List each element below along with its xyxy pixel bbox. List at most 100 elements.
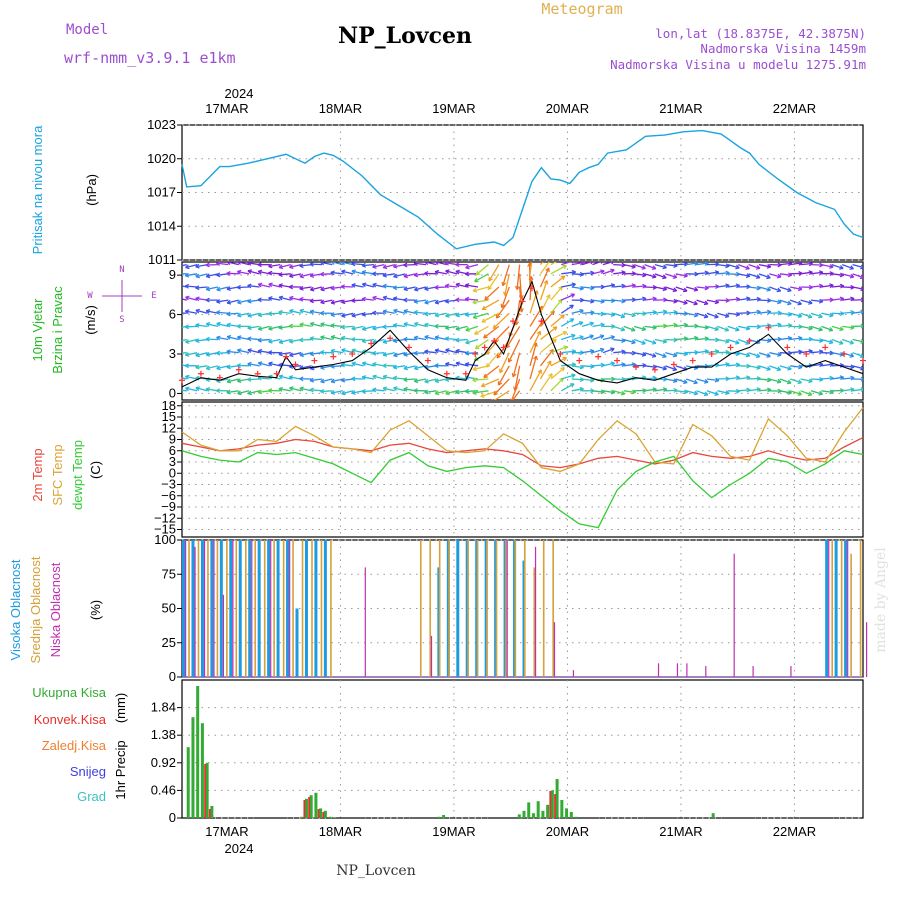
wind-vector: [821, 284, 834, 288]
wind-vector-head: [175, 375, 179, 376]
wind-vector-head: [531, 250, 533, 253]
wind-gust-marker: [491, 337, 498, 344]
wind-vector: [310, 310, 323, 314]
y-tick-label: 1.38: [151, 727, 176, 742]
wind-vector: [602, 299, 615, 302]
wind-vector: [493, 325, 510, 343]
wind-vector: [592, 390, 605, 393]
wind-vector-head: [226, 366, 231, 370]
wind-vector-head: [600, 269, 605, 272]
wind-vector-head: [508, 359, 513, 363]
y-tick-label: 1.84: [151, 700, 176, 715]
wind-vector: [519, 286, 523, 313]
wind-vector: [502, 264, 510, 286]
wind-vector-head: [445, 393, 450, 396]
wind-vector-head: [372, 266, 377, 269]
wind-vector-head: [268, 328, 273, 331]
wind-vector-head: [725, 283, 730, 286]
wind-vector-head: [278, 266, 284, 270]
wind-vector-head: [850, 353, 855, 357]
bottom-day-label: 22MAR: [773, 824, 816, 839]
panel-frame-wind: [181, 261, 864, 401]
wind-vector-head: [590, 298, 595, 303]
wind-vector: [493, 378, 510, 396]
wind-vector-head: [767, 286, 771, 291]
wind-vector-head: [341, 262, 345, 266]
wind-vector-head: [632, 312, 636, 317]
wind-vector-head: [464, 390, 470, 394]
y-tick-label: 3: [169, 346, 176, 361]
wind-vector: [539, 267, 550, 288]
wind-vector: [665, 273, 677, 279]
wind-vector-head: [175, 296, 179, 297]
wind-vector-head: [175, 283, 179, 284]
wind-vector: [185, 285, 198, 288]
wind-vector: [434, 312, 447, 317]
wind-vector: [393, 273, 406, 278]
wind-vector-head: [611, 262, 615, 265]
wind-vector-head: [725, 349, 730, 353]
wind-vector: [644, 297, 657, 301]
wind-vector: [403, 323, 416, 328]
wind-vector-head: [247, 379, 252, 382]
wind-vector-head: [205, 264, 210, 268]
wind-vector-head: [563, 345, 568, 348]
wind-vector-head: [413, 323, 418, 327]
wind-vector: [706, 271, 719, 275]
wind-vector-head: [424, 381, 429, 384]
wind-vector: [320, 378, 333, 383]
wind-vector: [529, 369, 542, 392]
wind-vector-head: [777, 310, 782, 314]
wind-vector-head: [610, 268, 615, 271]
precip-total-bar: [314, 792, 318, 818]
y-tick-label: 0: [169, 810, 176, 825]
cloud-bar: [330, 540, 332, 677]
cloud-bar: [467, 540, 469, 677]
wind-vector: [195, 263, 208, 268]
wind-vector-head: [258, 328, 263, 331]
cloud-bar: [552, 540, 554, 677]
wind-vector-head: [505, 407, 506, 411]
wind-vector: [665, 286, 677, 292]
wind-vector: [779, 299, 792, 305]
wind-vector-head: [473, 317, 478, 320]
wind-vector: [403, 352, 416, 356]
wind-vector-head: [483, 376, 488, 379]
wind-vector: [310, 378, 323, 382]
wind-vector-head: [486, 351, 491, 355]
wind-vector: [831, 273, 844, 276]
wind-vector-head: [309, 310, 314, 315]
wind-vector-head: [464, 352, 470, 356]
wind-vector: [309, 388, 323, 392]
wind-vector-head: [184, 310, 189, 315]
wind-vector: [550, 275, 566, 288]
wind-vector-head: [631, 362, 636, 365]
wind-vector-head: [860, 297, 863, 300]
wind-vector: [748, 388, 761, 392]
y-tick-label: 100: [154, 532, 176, 547]
wind-vector-head: [330, 350, 335, 354]
wind-vector: [696, 325, 709, 329]
cloud-bar: [270, 540, 272, 677]
cloud-bar: [514, 540, 517, 677]
wind-vector: [758, 310, 771, 314]
wind-vector-head: [715, 299, 720, 303]
wind-vector-head: [673, 387, 678, 391]
wind-vector: [278, 388, 291, 392]
wind-vector-head: [237, 336, 241, 341]
wind-vector-head: [652, 387, 657, 390]
wind-vector: [435, 262, 447, 266]
precip-convective-bar: [308, 797, 310, 818]
wind-vector: [810, 271, 823, 275]
wind-vector: [737, 352, 750, 357]
wind-vector: [268, 338, 281, 343]
wind-vector-head: [621, 313, 626, 318]
wind-vector-head: [735, 339, 740, 344]
wind-vector-head: [330, 336, 335, 340]
wind-vector: [717, 363, 730, 367]
wind-vector-head: [361, 314, 367, 317]
wind-gust-marker: [197, 370, 204, 377]
y-tick-label: 12: [162, 420, 176, 435]
cloud-bar: [364, 567, 366, 677]
wind-vector-head: [464, 363, 469, 367]
